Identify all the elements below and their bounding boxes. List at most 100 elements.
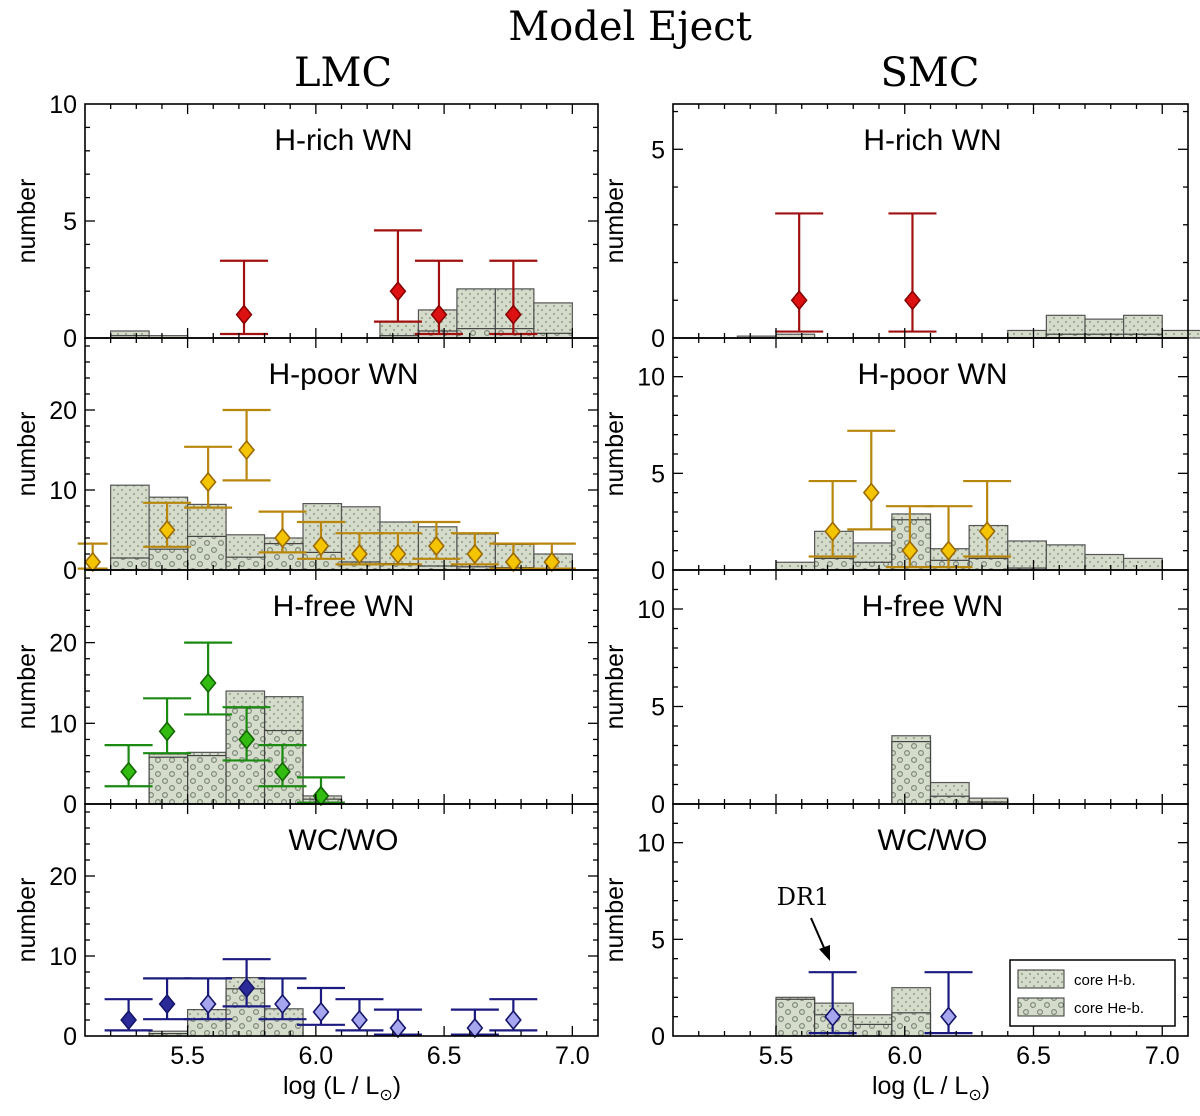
smc-h-poor-wn-title: H-poor WN: [857, 358, 1007, 391]
smc-h-poor-wn-y-tick-label: 10: [637, 364, 665, 392]
legend-swatch-core-h: [1017, 969, 1065, 989]
lmc-wc-wo-x-tick-label: 6.5: [427, 1042, 462, 1070]
smc-h-rich-wn-title: H-rich WN: [863, 124, 1001, 157]
lmc-h-free-wn-data-point: [120, 761, 138, 782]
lmc-h-free-wn-data-point: [274, 761, 291, 782]
smc-h-rich-wn-errorbar: [888, 212, 937, 333]
lmc-wc-wo-y-tick-label: 10: [49, 943, 77, 971]
lmc-wc-wo-data-point: [312, 1001, 330, 1023]
lmc-wc-wo-data-point: [466, 1017, 484, 1039]
smc-h-rich-wn-hist-core-h-bar: [1007, 329, 1047, 339]
smc-h-rich-wn-errorbar: [775, 212, 824, 333]
lmc-wc-wo-x-tick-label: 5.5: [170, 1042, 205, 1070]
lmc-h-poor-wn-hist-core-he-bar: [110, 557, 150, 571]
lmc-wc-wo-data-point: [199, 993, 217, 1015]
lmc-wc-wo-data-point: [120, 1009, 138, 1031]
lmc-h-free-wn-y-tick-label: 10: [49, 710, 77, 738]
lmc-wc-wo-data-point: [274, 993, 291, 1015]
lmc-h-poor-wn-hist-core-he-bar: [225, 556, 266, 571]
lmc-h-rich-wn-y-tick-label: 10: [49, 91, 77, 119]
lmc-h-free-wn-title: H-free WN: [273, 590, 415, 623]
lmc-h-rich-wn-data-point: [389, 280, 407, 302]
lmc-wc-wo-y-axis-label: number: [13, 878, 41, 963]
lmc-wc-wo-y-tick-label: 20: [49, 863, 77, 891]
smc-h-poor-wn-data-point: [824, 521, 842, 542]
lmc-h-free-wn-data-point: [238, 729, 256, 750]
lmc-wc-wo-data-point: [351, 1009, 368, 1031]
lmc-h-rich-wn-panel: 0 5 10 number H-rich WN: [13, 91, 599, 353]
lmc-h-poor-wn-hist-core-he-bar: [302, 551, 343, 571]
smc-h-poor-wn-hist-core-h-bar: [1123, 557, 1163, 571]
lmc-h-poor-wn-hist-core-h-bar: [110, 484, 150, 571]
legend: core H-b. core He-b.: [1009, 959, 1176, 1027]
lmc-h-rich-wn-data-point: [430, 304, 448, 325]
smc-h-rich-wn-hist-core-h-bar: [1161, 329, 1200, 339]
lmc-h-poor-wn-data-point: [274, 527, 291, 549]
lmc-h-rich-wn-errorbar: [373, 229, 422, 323]
lmc-h-poor-wn-hist-core-he-bar: [148, 548, 189, 571]
smc-wc-wo-y-tick-label: 0: [651, 1023, 665, 1051]
dr1-annotation: DR1: [777, 883, 830, 911]
lmc-wc-wo-title: WC/WO: [289, 824, 399, 857]
lmc-h-free-wn-hist-core-he-bar: [148, 756, 189, 805]
lmc-h-rich-wn-hist-core-h-bar: [533, 302, 573, 339]
smc-h-poor-wn-errorbar: [808, 479, 857, 558]
smc-h-free-wn-y-tick-label: 5: [651, 694, 665, 722]
lmc-h-poor-wn-data-point: [543, 551, 561, 573]
smc-h-poor-wn-hist-core-he-bar: [814, 557, 854, 571]
lmc-h-poor-wn-data-point: [238, 439, 256, 461]
smc-h-poor-wn-data-point: [862, 482, 880, 503]
smc-h-free-wn-y-tick-label: 0: [651, 791, 665, 819]
lmc-x-axis-label: log (L / L⊙): [283, 1072, 401, 1104]
smc-wc-wo-x-tick-label: 7.0: [1145, 1042, 1180, 1070]
lmc-h-rich-wn-y-axis-label: number: [13, 179, 41, 264]
smc-h-poor-wn-hist-core-he-bar: [929, 559, 970, 571]
dr1-arrow: [810, 917, 830, 961]
lmc-h-free-wn-data-point: [312, 785, 330, 807]
smc-wc-wo-x-tick-label: 6.5: [1016, 1042, 1051, 1070]
smc-h-free-wn-panel: 0 5 10 number H-free WN: [601, 569, 1189, 819]
smc-wc-wo-panel: 5.5 6.0 6.5 7.0 0 5 10 number WC/WO: [601, 803, 1189, 1070]
lmc-wc-wo-x-tick-label: 6.0: [298, 1042, 333, 1070]
smc-x-axis-label: log (L / L⊙): [872, 1072, 990, 1104]
lmc-h-poor-wn-y-tick-label: 0: [63, 557, 77, 585]
lmc-wc-wo-data-point: [238, 977, 256, 999]
legend-label-core-h: core H-b.: [1074, 972, 1136, 989]
lmc-h-poor-wn-data-point: [351, 543, 368, 565]
smc-h-poor-wn-hist-core-he-bar: [968, 557, 1009, 571]
lmc-h-poor-wn-data-point: [466, 543, 484, 565]
lmc-wc-wo-hist-core-he-bar: [263, 1018, 304, 1037]
lmc-wc-wo-data-point: [158, 993, 176, 1015]
smc-h-rich-wn-y-tick-label: 0: [651, 325, 665, 353]
smc-h-poor-wn-data-point: [978, 521, 996, 542]
smc-h-poor-wn-panel: 0 5 10 number H-poor WN: [601, 337, 1189, 585]
smc-h-poor-wn-y-tick-label: 5: [651, 460, 665, 488]
lmc-h-poor-wn-panel: 0 10 20 number H-poor WN: [13, 337, 599, 585]
smc-wc-wo-data-point: [824, 1006, 842, 1027]
smc-h-poor-wn-data-point: [901, 540, 919, 561]
lmc-column-title: LMC: [294, 50, 392, 96]
lmc-h-poor-wn-data-point: [427, 535, 445, 557]
lmc-h-free-wn-y-tick-label: 0: [63, 791, 77, 819]
smc-wc-wo-y-tick-label: 10: [637, 830, 665, 858]
smc-h-poor-wn-hist-core-h-bar: [1045, 544, 1086, 571]
lmc-h-free-wn-panel: 0 10 20 number H-free WN: [13, 569, 599, 819]
smc-h-poor-wn-y-tick-label: 0: [651, 557, 665, 585]
smc-h-poor-wn-errorbar: [963, 479, 1012, 558]
lmc-h-poor-wn-data-point: [158, 519, 176, 541]
lmc-wc-wo-hist-core-he-bar: [187, 1018, 227, 1037]
legend-swatch-core-he: [1017, 997, 1065, 1017]
figure-title: Model Eject: [508, 4, 752, 50]
smc-wc-wo-x-tick-label: 5.5: [759, 1042, 794, 1070]
lmc-h-free-wn-hist-core-he-bar: [263, 729, 304, 805]
smc-h-poor-wn-data-point: [940, 540, 957, 561]
panels: 0 5 10 number H-rich WN 0 5 number H-rich WN 0 10 2…: [13, 91, 1200, 1070]
smc-h-rich-wn-data-point: [904, 289, 921, 311]
lmc-h-poor-wn-y-axis-label: number: [13, 412, 41, 497]
smc-h-free-wn-y-tick-label: 10: [637, 596, 665, 624]
lmc-h-poor-wn-data-point: [389, 543, 407, 565]
smc-wc-wo-hist-core-he-bar: [852, 1023, 893, 1037]
lmc-h-free-wn-data-point: [199, 672, 217, 694]
smc-h-rich-wn-data-point: [790, 289, 808, 311]
